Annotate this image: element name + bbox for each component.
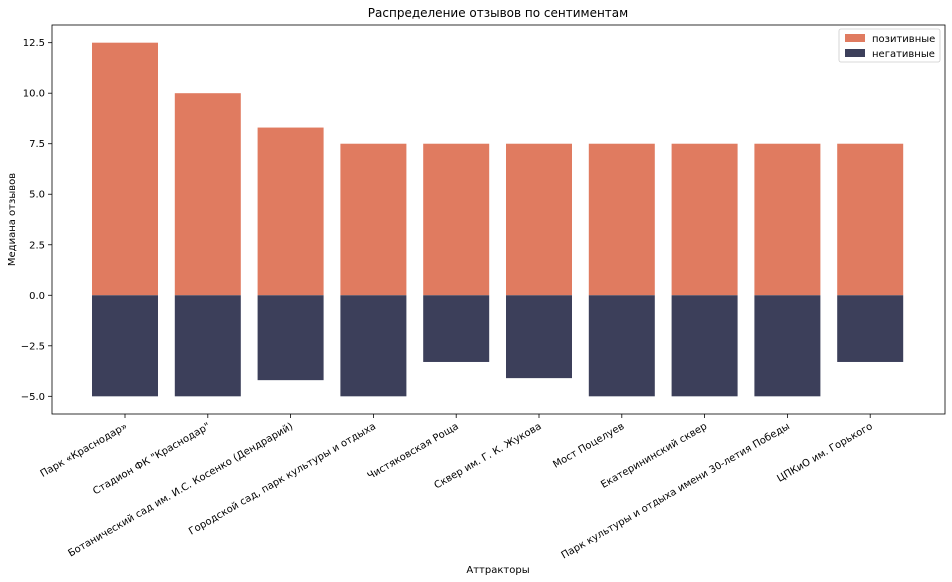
- plot-area: [92, 42, 904, 397]
- legend-label-negative: негативные: [872, 49, 935, 60]
- bar-positive-6: [588, 143, 655, 296]
- x-tick-label: Парк «Краснодар»: [39, 421, 130, 480]
- plot-frame: [51, 24, 946, 415]
- bar-positive-4: [423, 143, 490, 296]
- bar-negative-1: [174, 295, 241, 397]
- y-tick-label: 5.0: [29, 190, 45, 201]
- y-axis: −5.0 −2.5 0.0 2.5 5.0 7.5 10.0 12.5: [21, 38, 52, 403]
- bar-negative-0: [92, 295, 158, 397]
- legend: позитивные негативные: [838, 28, 941, 63]
- bar-positive-5: [506, 143, 572, 296]
- y-tick-label: 0.0: [29, 291, 45, 302]
- y-tick-label: −2.5: [21, 341, 45, 352]
- bar-negative-2: [257, 295, 324, 381]
- x-tick-label: Мост Поцелуев: [551, 421, 626, 471]
- x-tick-label: Городской сад, парк культуры и отдыха: [187, 421, 378, 538]
- chart-title: Распределение отзывов по сентиментам: [368, 6, 628, 20]
- bar-positive-1: [174, 93, 241, 296]
- bar-negative-8: [754, 295, 821, 397]
- bar-positive-7: [671, 143, 738, 296]
- bar-positive-9: [837, 143, 904, 296]
- bar-positive-3: [340, 143, 407, 296]
- y-tick-label: −5.0: [21, 392, 45, 403]
- y-tick-label: 2.5: [29, 240, 45, 251]
- y-tick-label: 10.0: [23, 89, 45, 100]
- bar-negative-5: [506, 295, 572, 379]
- y-tick-label: 7.5: [29, 139, 45, 150]
- x-axis-label: Аттракторы: [466, 565, 529, 576]
- bar-positive-2: [257, 127, 324, 296]
- y-axis-label: Медиана отзывов: [7, 173, 18, 266]
- bar-positive-0: [92, 42, 158, 296]
- bar-negative-3: [340, 295, 407, 397]
- bar-negative-6: [588, 295, 655, 397]
- legend-label-positive: позитивные: [872, 34, 935, 45]
- legend-swatch-negative: [845, 49, 865, 57]
- bar-negative-7: [671, 295, 738, 397]
- legend-swatch-positive: [845, 34, 865, 42]
- y-tick-label: 12.5: [23, 38, 45, 49]
- bar-negative-9: [837, 295, 904, 362]
- x-axis: Парк «Краснодар»Стадион ФК "Краснодар"Бо…: [39, 414, 875, 562]
- bar-negative-4: [423, 295, 490, 362]
- bar-positive-8: [754, 143, 821, 296]
